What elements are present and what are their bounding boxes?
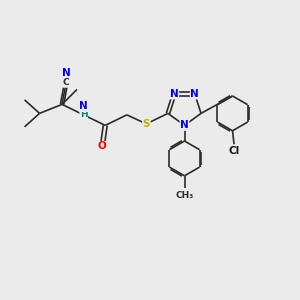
Text: O: O [98,141,106,152]
Text: N: N [190,89,199,99]
Text: H: H [80,110,88,119]
Text: C: C [63,78,69,87]
Text: CH₃: CH₃ [176,191,194,200]
Text: S: S [142,119,150,129]
Text: Cl: Cl [228,146,240,156]
Text: N: N [62,68,71,78]
Text: N: N [79,101,88,112]
Text: N: N [180,120,189,130]
Text: N: N [170,89,178,99]
